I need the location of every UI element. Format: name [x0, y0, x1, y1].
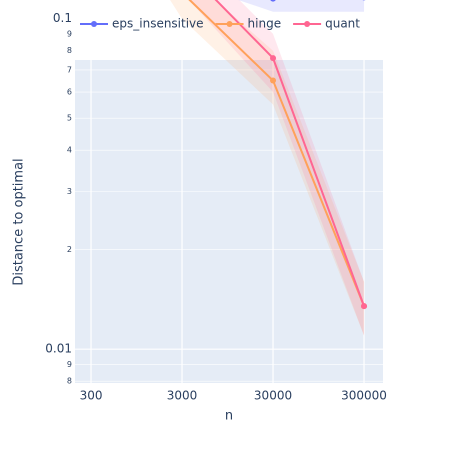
x-axis-title: n — [225, 409, 233, 424]
y-tick-label: 4 — [67, 146, 72, 155]
point — [361, 303, 367, 309]
legend-label: quant — [325, 17, 360, 31]
legend-label: eps_insensitive — [112, 17, 204, 31]
point — [270, 55, 276, 61]
y-axis-title: Distance to optimal — [12, 158, 27, 285]
x-tick-label: 300000 — [341, 389, 387, 403]
x-tick-label: 3000 — [167, 389, 198, 403]
y-tick-label: 7 — [67, 65, 72, 74]
legend-label: hinge — [248, 17, 282, 31]
y-tick-label: 0.01 — [45, 342, 72, 356]
y-tick-label: 9 — [67, 360, 72, 369]
y-tick-label: 8 — [67, 377, 72, 386]
y-tick-label: 9 — [67, 29, 72, 38]
y-tick-label: 6 — [67, 88, 72, 97]
y-tick-label: 5 — [67, 114, 72, 123]
x-tick-label: 300 — [80, 389, 103, 403]
y-tick-label: 8 — [67, 46, 72, 55]
legend-marker — [227, 21, 233, 27]
legend-marker — [304, 21, 310, 27]
x-tick-label: 30000 — [254, 389, 292, 403]
y-tick-label: 0.1 — [53, 11, 72, 25]
legend-marker — [91, 21, 97, 27]
y-tick-label: 2 — [67, 245, 72, 254]
y-tick-label: 3 — [67, 187, 72, 196]
point — [270, 78, 276, 84]
